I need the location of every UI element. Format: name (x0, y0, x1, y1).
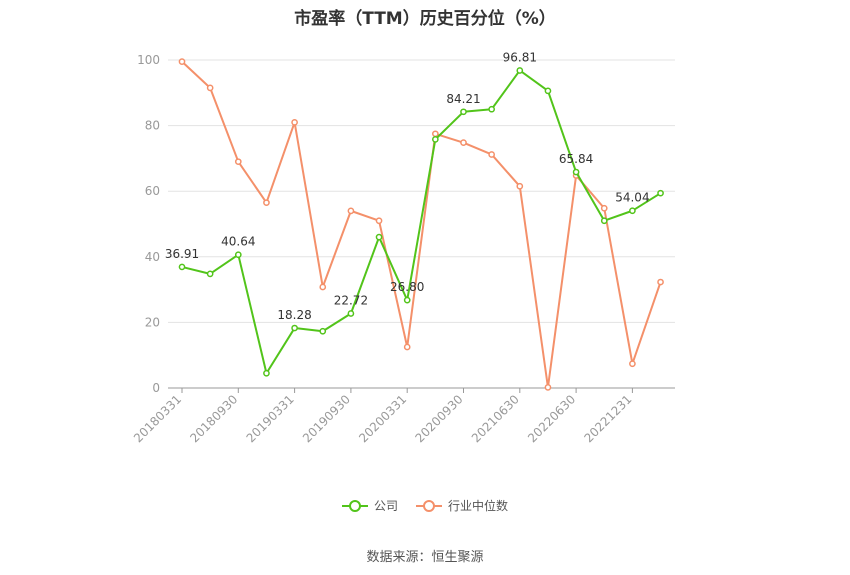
legend-item-industry-median[interactable]: 行业中位数 (416, 497, 508, 514)
data-point-industry-median (319, 283, 327, 291)
data-point-company (206, 270, 214, 278)
data-point-company (178, 263, 186, 271)
data-point-industry-median (544, 383, 552, 391)
data-point-company (544, 87, 552, 95)
legend-marker-industry-icon (416, 499, 442, 513)
data-point-company (629, 207, 636, 215)
y-tick-label: 100 (137, 53, 160, 67)
data-point-industry-median (403, 343, 411, 351)
chart-title: 市盈率（TTM）历史百分位（%） (294, 9, 556, 29)
legend-marker-company-icon (341, 499, 368, 513)
x-tick-label: 20200331 (356, 392, 409, 445)
data-point-industry-median (263, 199, 270, 207)
x-tick-label: 20190930 (300, 392, 353, 445)
data-point-industry-median (516, 182, 524, 190)
data-label: 36.91 (165, 247, 199, 261)
data-label: 22.72 (334, 293, 368, 307)
data-point-industry-median (375, 217, 383, 225)
series-line-company (181, 69, 662, 375)
data-point-industry-median (178, 58, 186, 65)
x-tick-label: 20220630 (525, 392, 578, 445)
data-point-industry-median (488, 151, 495, 158)
y-tick-label: 0 (152, 381, 160, 395)
data-point-company (263, 369, 270, 377)
x-tick-label: 20221231 (581, 392, 634, 445)
data-point-company (600, 217, 608, 225)
data-point-company (319, 327, 327, 335)
data-point-industry-median (600, 204, 608, 212)
data-point-company (234, 251, 242, 259)
legend: 公司 行业中位数 (0, 497, 850, 514)
data-point-company (488, 105, 495, 113)
data-label: 40.64 (221, 235, 255, 249)
data-point-industry-median (629, 360, 636, 368)
data-label: 54.04 (615, 191, 649, 205)
data-label: 26.80 (390, 280, 424, 294)
source-note: 数据来源：恒生聚源 (366, 550, 484, 565)
y-tick-label: 20 (145, 315, 160, 329)
y-tick-label: 40 (145, 250, 160, 264)
x-tick-label: 20190331 (244, 392, 297, 445)
legend-label-industry-median: 行业中位数 (448, 499, 509, 513)
data-point-company (572, 168, 580, 176)
x-tick-label: 20210630 (469, 392, 522, 445)
x-tick-label: 20180930 (187, 392, 240, 445)
data-point-industry-median (291, 118, 298, 126)
data-point-company (516, 67, 524, 74)
data-point-company (291, 324, 298, 332)
y-tick-label: 60 (145, 184, 160, 198)
legend-item-company[interactable]: 公司 (341, 497, 398, 514)
data-label: 18.28 (277, 308, 311, 322)
data-point-company (347, 310, 355, 317)
data-label: 65.84 (559, 152, 593, 166)
data-label: 96.81 (503, 50, 537, 64)
data-point-company (460, 108, 467, 116)
x-tick-label: 20180331 (131, 392, 184, 445)
data-point-industry-median (206, 84, 214, 92)
data-point-company (403, 296, 411, 304)
data-point-industry-median (234, 158, 242, 166)
y-tick-label: 80 (145, 119, 160, 133)
data-point-industry-median (657, 278, 664, 286)
data-point-industry-median (432, 130, 439, 138)
x-tick-label: 20200930 (413, 392, 466, 445)
legend-label-company: 公司 (373, 499, 398, 513)
data-point-industry-median (460, 139, 467, 147)
data-point-company (657, 189, 664, 197)
data-point-company (432, 136, 439, 143)
data-point-company (375, 233, 383, 241)
data-point-industry-median (347, 207, 355, 215)
data-label: 84.21 (446, 92, 480, 106)
